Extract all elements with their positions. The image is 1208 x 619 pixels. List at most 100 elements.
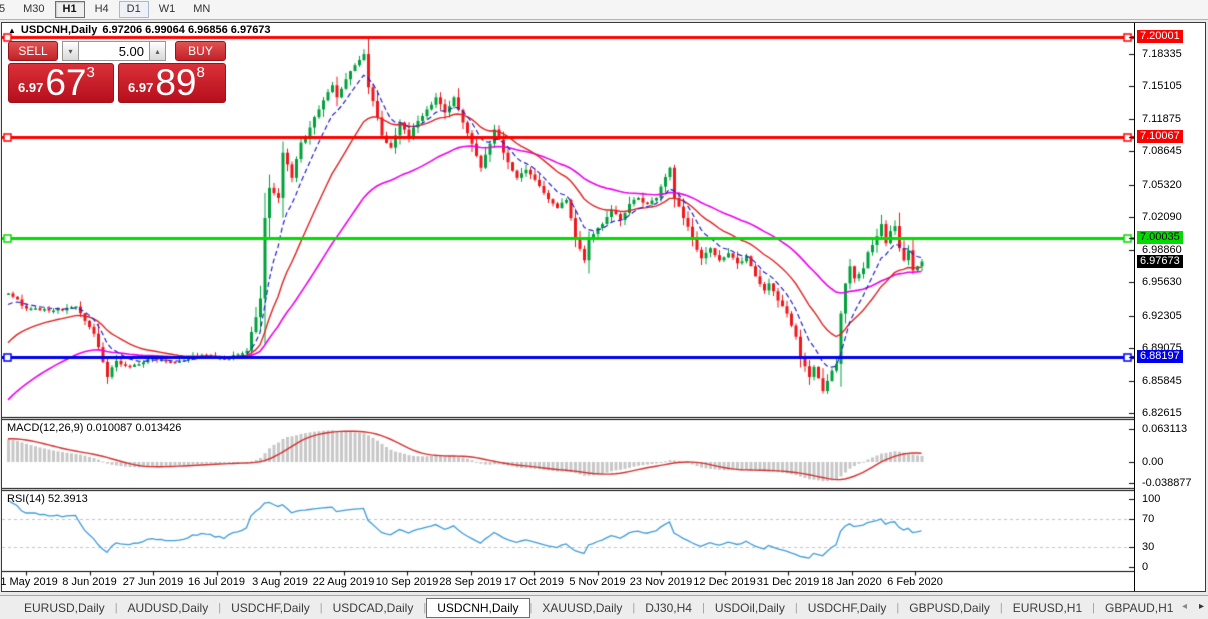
volume-increase-button[interactable]: ▴ (149, 41, 166, 61)
tab-scroll-buttons: ◂ ▸ (1182, 601, 1204, 612)
chart-tab-9[interactable]: GBPUSD,Daily (909, 600, 990, 615)
rsi-tick-label: 0 (1142, 561, 1149, 573)
tab-separator: | (1092, 601, 1095, 614)
volume-input[interactable] (79, 41, 149, 61)
price-tick-label: 7.15105 (1142, 80, 1182, 93)
tab-separator: | (319, 601, 323, 614)
tab-scroll-right-icon[interactable]: ▸ (1198, 601, 1204, 612)
date-tick-label: 10 Sep 2019 (375, 576, 439, 588)
one-click-trade-panel: SELL ▾ ▴ BUY 6.97 67 3 6.97 89 8 (8, 41, 226, 104)
chart-tab-5[interactable]: XAUUSD,Daily (542, 600, 623, 615)
date-tick-label: 18 Jan 2020 (821, 576, 882, 588)
chart-tab-0[interactable]: EURUSD,Daily (24, 600, 105, 615)
buy-price-base: 6.97 (128, 80, 154, 95)
rsi-value: 52.3913 (47, 493, 88, 505)
date-tick-label: 31 Dec 2019 (756, 576, 820, 588)
date-tick-label: 16 Jul 2019 (188, 576, 245, 588)
date-tick-label: 27 Jun 2019 (122, 576, 184, 588)
hline-price-badge: 7.00035 (1137, 230, 1183, 244)
price-tick-label: 6.98860 (1142, 243, 1182, 256)
sell-button[interactable]: SELL (8, 41, 58, 61)
macd-value-1: 0.010087 (86, 422, 133, 434)
trade-panel-top-row: SELL ▾ ▴ BUY (8, 41, 226, 61)
chart-window: ▲ USDCNH,Daily 6.97206 6.99064 6.96856 6… (0, 22, 1206, 592)
macd-value-2: 0.013426 (135, 422, 182, 434)
date-tick-label: 22 Aug 2019 (312, 576, 375, 588)
chart-title: ▲ USDCNH,Daily 6.97206 6.99064 6.96856 6… (8, 24, 271, 36)
buy-price-button[interactable]: 6.97 89 8 (118, 63, 226, 103)
chart-tab-8[interactable]: USDCHF,Daily (807, 600, 887, 615)
tab-separator: | (423, 601, 427, 614)
rsi-tick-label: 30 (1142, 540, 1155, 553)
timeframe-button-h1[interactable]: H1 (54, 1, 85, 18)
chart-tab-1[interactable]: AUDUSD,Daily (127, 600, 209, 615)
date-tick-label: 6 Feb 2020 (887, 576, 943, 588)
hline-price-badge: 7.10067 (1137, 129, 1183, 143)
price-tick-label: 7.11875 (1142, 112, 1181, 125)
date-tick-label: 21 May 2019 (0, 576, 58, 588)
tab-separator: | (999, 601, 1003, 614)
timeframe-button-w1[interactable]: W1 (151, 1, 184, 18)
tab-separator: | (529, 601, 533, 614)
price-tick-label: 6.85845 (1142, 374, 1182, 387)
date-tick-label: 8 Jun 2019 (62, 576, 117, 588)
tab-separator: | (114, 601, 118, 614)
tab-scroll-left-icon[interactable]: ◂ (1181, 601, 1187, 612)
date-tick-label: 28 Sep 2019 (439, 576, 502, 588)
tab-separator: | (218, 601, 222, 614)
rsi-name: RSI(14) (7, 493, 45, 505)
tab-separator: | (701, 601, 705, 614)
price-scale: 7.18335 7.15105 7.11875 7.08645 7.05320 7.020… (1134, 23, 1205, 591)
macd-tick-label: -0.038877 (1142, 476, 1192, 489)
date-tick-label: 5 Nov 2019 (569, 576, 626, 588)
sell-price-base: 6.97 (18, 80, 44, 95)
timeframe-button-m30[interactable]: M30 (15, 1, 52, 18)
chart-tab-7[interactable]: USDOil,Daily (714, 600, 785, 615)
macd-tick-label: 0.00 (1142, 456, 1164, 468)
timeframe-toolbar: 5M30H1H4D1W1MN (0, 0, 1208, 20)
sell-price-button[interactable]: 6.97 67 3 (8, 63, 114, 103)
chart-tab-11[interactable]: GBPAUD,H1 (1105, 600, 1174, 615)
price-tick-label: 6.82615 (1142, 406, 1182, 419)
tab-separator: | (794, 601, 798, 614)
price-tick-label: 7.18335 (1142, 47, 1182, 60)
timeframe-button-5[interactable]: 5 (0, 1, 13, 18)
date-tick-label: 3 Aug 2019 (252, 576, 308, 588)
sell-price-pip: 3 (86, 64, 95, 81)
buy-button[interactable]: BUY (175, 41, 226, 61)
price-tick-label: 7.05320 (1142, 178, 1182, 191)
rsi-tick-label: 70 (1142, 513, 1155, 526)
tab-separator: | (896, 601, 900, 614)
buy-price-main: 89 (155, 62, 197, 103)
hline-price-badge: 7.20001 (1137, 30, 1183, 43)
timeframe-button-mn[interactable]: MN (185, 1, 218, 18)
price-chart-canvas[interactable] (2, 23, 1134, 591)
macd-label: MACD(12,26,9) 0.010087 0.013426 (7, 422, 181, 434)
sell-price-main: 67 (45, 62, 87, 103)
chart-tab-3[interactable]: USDCAD,Daily (332, 600, 414, 615)
date-tick-label: 12 Dec 2019 (693, 576, 756, 588)
tab-separator: | (632, 601, 636, 614)
rsi-tick-label: 100 (1142, 493, 1161, 505)
volume-decrease-button[interactable]: ▾ (62, 41, 79, 61)
chart-tab-6[interactable]: DJ30,H4 (645, 600, 692, 615)
macd-tick-label: 0.063113 (1142, 422, 1188, 435)
price-tick-label: 6.95630 (1142, 276, 1182, 289)
buy-price-pip: 8 (196, 64, 205, 81)
chart-tab-4[interactable]: USDCNH,Daily (426, 597, 530, 618)
rsi-label: RSI(14) 52.3913 (7, 493, 88, 505)
chart-tab-10[interactable]: EURUSD,H1 (1012, 600, 1083, 615)
timeframe-button-d1[interactable]: D1 (118, 1, 149, 18)
chart-tab-2[interactable]: USDCHF,Daily (231, 600, 310, 615)
timeframe-button-h4[interactable]: H4 (87, 1, 117, 18)
hline-price-badge: 6.88197 (1137, 349, 1183, 363)
price-tick-label: 6.92305 (1142, 309, 1182, 322)
price-tick-label: 7.02090 (1142, 211, 1182, 224)
current-price-badge: 6.97673 (1137, 254, 1183, 268)
price-tick-label: 7.08645 (1142, 145, 1182, 158)
date-tick-label: 23 Nov 2019 (629, 576, 693, 588)
chart-marker-icon: ▲ (8, 25, 16, 35)
chart-symbol-label: USDCNH,Daily (20, 24, 98, 36)
chart-tab-bar: EURUSD,Daily | AUDUSD,Daily | USDCHF,Daily | U… (0, 595, 1208, 619)
